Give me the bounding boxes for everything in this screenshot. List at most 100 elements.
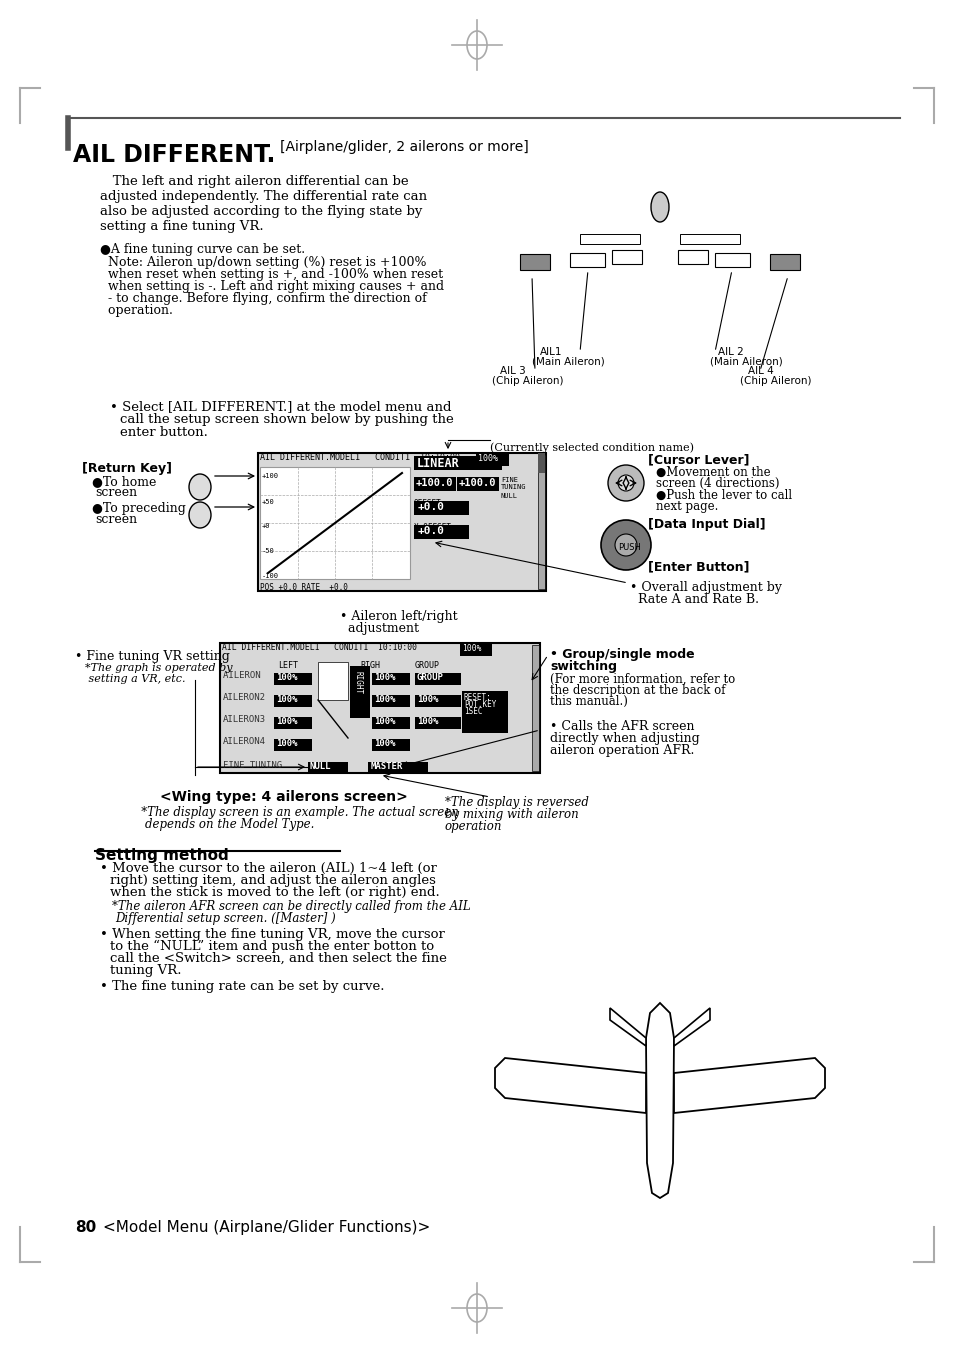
Text: 100%: 100% — [275, 674, 297, 682]
Text: [Enter Button]: [Enter Button] — [647, 560, 749, 572]
Text: directly when adjusting: directly when adjusting — [550, 732, 699, 745]
Text: (Main Aileron): (Main Aileron) — [532, 356, 604, 367]
Polygon shape — [645, 1003, 673, 1197]
Bar — [461, 691, 507, 733]
Text: setting a VR, etc.: setting a VR, etc. — [85, 674, 185, 684]
Text: The left and right aileron differential can be
adjusted independently. The diffe: The left and right aileron differential … — [100, 176, 427, 234]
Bar — [372, 695, 410, 707]
Text: RIGH: RIGH — [359, 662, 379, 670]
Text: +100: +100 — [262, 472, 278, 479]
Text: when reset when setting is +, and -100% when reset: when reset when setting is +, and -100% … — [100, 269, 442, 281]
Bar — [372, 738, 410, 751]
Text: +0: +0 — [262, 522, 271, 529]
Polygon shape — [495, 1058, 645, 1112]
Text: tuning VR.: tuning VR. — [110, 964, 181, 977]
Text: (Chip Aileron): (Chip Aileron) — [740, 377, 811, 386]
Text: *The aileron AFR screen can be directly called from the AIL: *The aileron AFR screen can be directly … — [112, 900, 470, 913]
Text: (Chip Aileron): (Chip Aileron) — [492, 377, 563, 386]
Text: X OFFSET: X OFFSET — [414, 522, 451, 532]
Text: Note: Aileron up/down setting (%) reset is +100%: Note: Aileron up/down setting (%) reset … — [100, 256, 426, 269]
Bar — [537, 455, 544, 589]
Bar — [257, 454, 545, 591]
Text: GROUP: GROUP — [416, 674, 443, 682]
Text: 100%: 100% — [374, 717, 395, 726]
Text: • Calls the AFR screen: • Calls the AFR screen — [550, 720, 694, 733]
Text: aileron operation AFR.: aileron operation AFR. — [550, 744, 694, 757]
Text: ●Movement on the: ●Movement on the — [656, 466, 770, 479]
Text: -50: -50 — [262, 548, 274, 554]
Text: FINE TUNING: FINE TUNING — [223, 761, 282, 770]
Text: 100%: 100% — [275, 738, 297, 748]
Text: 100%: 100% — [374, 738, 395, 748]
Text: [Airplane/glider, 2 ailerons or more]: [Airplane/glider, 2 ailerons or more] — [280, 140, 528, 154]
Text: AILERON2: AILERON2 — [223, 693, 266, 702]
Ellipse shape — [600, 520, 650, 570]
Text: *The display screen is an example. The actual screen: *The display screen is an example. The a… — [130, 806, 458, 819]
Text: when setting is -. Left and right mixing causes + and: when setting is -. Left and right mixing… — [100, 279, 444, 293]
Text: TUNING: TUNING — [500, 485, 526, 490]
Bar — [519, 254, 550, 270]
Bar — [679, 234, 740, 244]
Text: POS +0.0 RATE  +0.0: POS +0.0 RATE +0.0 — [260, 583, 348, 593]
Bar — [372, 717, 410, 729]
Text: screen: screen — [95, 513, 137, 526]
Bar — [415, 717, 460, 729]
Text: ●Push the lever to call: ●Push the lever to call — [656, 489, 791, 502]
Text: AILERON4: AILERON4 — [223, 737, 266, 747]
Text: • Overall adjustment by: • Overall adjustment by — [629, 580, 781, 594]
Text: • The fine tuning rate can be set by curve.: • The fine tuning rate can be set by cur… — [100, 980, 384, 994]
Text: RESET:: RESET: — [463, 693, 491, 702]
Ellipse shape — [615, 535, 637, 556]
Bar — [612, 250, 641, 265]
Bar — [714, 252, 749, 267]
Text: AILERON: AILERON — [223, 671, 266, 680]
Text: screen (4 directions): screen (4 directions) — [656, 477, 779, 490]
Text: 100%: 100% — [477, 454, 497, 463]
Text: 100%: 100% — [275, 695, 297, 703]
Text: 80: 80 — [75, 1220, 96, 1235]
Text: LINEAR: LINEAR — [416, 458, 459, 470]
Bar — [372, 674, 410, 684]
Bar — [274, 674, 312, 684]
Text: (For more information, refer to: (For more information, refer to — [550, 674, 735, 686]
Bar — [260, 467, 410, 579]
Bar — [274, 717, 312, 729]
Text: AIL 3: AIL 3 — [499, 366, 525, 377]
Text: AILERON3: AILERON3 — [223, 716, 266, 724]
Text: adjustment: adjustment — [339, 622, 418, 634]
Bar — [678, 250, 707, 265]
Text: RIGHT: RIGHT — [354, 671, 363, 694]
Text: by mixing with aileron: by mixing with aileron — [444, 809, 578, 821]
Text: AIL 2: AIL 2 — [718, 347, 743, 356]
Text: (Main Aileron): (Main Aileron) — [709, 356, 781, 367]
Ellipse shape — [607, 464, 643, 501]
Text: when the stick is moved to the left (or right) end.: when the stick is moved to the left (or … — [110, 886, 439, 899]
Text: RATE A: RATE A — [414, 477, 441, 486]
Text: 100%: 100% — [416, 695, 438, 703]
Ellipse shape — [189, 474, 211, 500]
Text: • Select [AIL DIFFERENT.] at the model menu and: • Select [AIL DIFFERENT.] at the model m… — [110, 400, 451, 413]
Text: Setting method: Setting method — [95, 848, 229, 863]
Text: <Model Menu (Airplane/Glider Functions)>: <Model Menu (Airplane/Glider Functions)> — [103, 1220, 430, 1235]
Text: 100%: 100% — [461, 644, 481, 653]
Text: NULL: NULL — [500, 493, 517, 500]
Text: • Fine tuning VR setting: • Fine tuning VR setting — [75, 649, 230, 663]
Bar — [532, 645, 538, 771]
Text: call the setup screen shown below by pushing the: call the setup screen shown below by pus… — [120, 413, 454, 427]
Text: PUSH: PUSH — [618, 543, 640, 552]
Text: [Cursor Lever]: [Cursor Lever] — [647, 454, 749, 466]
Bar — [368, 761, 428, 774]
Text: 100%: 100% — [374, 695, 395, 703]
Text: -100: -100 — [262, 572, 278, 579]
Text: POT.KEY: POT.KEY — [463, 701, 496, 709]
Text: 100%: 100% — [374, 674, 395, 682]
Bar — [415, 674, 460, 684]
Text: operation: operation — [444, 819, 502, 833]
Text: screen: screen — [95, 486, 137, 500]
Text: • Aileron left/right: • Aileron left/right — [339, 610, 457, 622]
Text: operation.: operation. — [100, 304, 172, 317]
Text: call the <Switch> screen, and then select the fine: call the <Switch> screen, and then selec… — [110, 952, 446, 965]
Text: ●To preceding: ●To preceding — [91, 502, 186, 514]
Text: +50: +50 — [262, 500, 274, 505]
Text: enter button.: enter button. — [120, 427, 208, 439]
